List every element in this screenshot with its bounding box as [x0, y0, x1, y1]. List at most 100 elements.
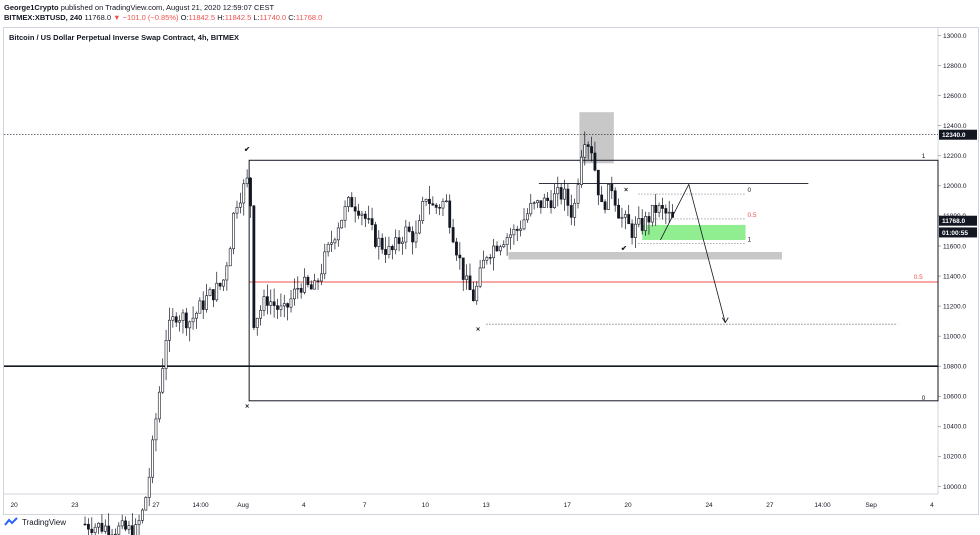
candle-body [566, 188, 570, 206]
candle [93, 523, 97, 535]
candle-body [580, 156, 583, 185]
candle [276, 298, 279, 320]
candle-body [519, 228, 523, 231]
x-tick-label: 7 [363, 502, 367, 509]
candle-body [417, 220, 421, 234]
y-tick-label: 13000.0 [943, 33, 967, 40]
price-change: −101.0 (−0.85%) [122, 13, 179, 22]
candle-body [522, 219, 526, 230]
candle-body [492, 245, 496, 259]
candle [309, 280, 313, 290]
candle [620, 207, 624, 228]
candle [650, 204, 654, 227]
candle-body [171, 316, 175, 321]
candle [661, 197, 664, 220]
candle [259, 305, 263, 326]
candle-body [279, 305, 283, 310]
candle [394, 229, 398, 255]
candle [573, 198, 577, 226]
candle [465, 264, 469, 290]
candle [448, 194, 452, 234]
candle-body [401, 241, 404, 244]
candle [313, 273, 317, 290]
candle-body [228, 248, 232, 267]
candle [134, 518, 138, 535]
y-tick-label: 10200.0 [943, 454, 967, 461]
candle [580, 150, 583, 188]
candle [654, 194, 658, 226]
candle-body [292, 288, 296, 300]
candle [286, 302, 290, 321]
y-tick-label: 11200.0 [943, 303, 966, 310]
candle-body [458, 254, 462, 259]
candle-body [161, 368, 165, 393]
symbol-name[interactable]: BITMEX:XBTUSD, 240 [4, 13, 83, 22]
candle-body [374, 224, 377, 247]
candle-body [532, 202, 536, 204]
x-tick-label: 14:00 [814, 502, 831, 509]
candle-body [603, 201, 607, 210]
candle-body [333, 239, 337, 244]
candle-body [664, 208, 668, 214]
candle [360, 210, 364, 226]
candle [103, 519, 107, 534]
candle [147, 467, 151, 507]
x-tick-label: Sep [865, 502, 877, 509]
candle-body [205, 295, 209, 310]
candle-body [505, 237, 509, 246]
candle [181, 309, 185, 334]
candle [100, 514, 104, 534]
candle-body [154, 418, 158, 441]
candle-body [610, 184, 614, 192]
candle [559, 183, 563, 205]
open-label: O: [180, 13, 189, 22]
candle-body [617, 204, 620, 219]
candle [536, 199, 539, 209]
candle [509, 227, 512, 250]
candle [657, 202, 661, 218]
candle-body [309, 284, 313, 290]
candle-body [488, 257, 492, 259]
candle [184, 308, 188, 336]
author-name[interactable]: George1Crypto [4, 3, 59, 12]
candle [630, 219, 634, 245]
candle [401, 236, 404, 255]
candle-body [512, 228, 516, 236]
candle-body [502, 244, 506, 248]
close-value: 11768.0 [295, 13, 323, 22]
candle-body [475, 285, 479, 302]
candle [512, 224, 516, 245]
fib-level-label: 0.5 [914, 274, 923, 281]
candle [593, 141, 597, 172]
candle [107, 513, 111, 535]
candle-body [242, 183, 246, 204]
candle [590, 136, 593, 162]
tradingview-brand[interactable]: TradingView [22, 517, 67, 527]
candle-body [134, 524, 138, 535]
candle-body [620, 216, 624, 219]
last-price: 11768.0 [84, 13, 112, 22]
candle-body [478, 267, 482, 287]
candle-body [326, 244, 330, 253]
candle [492, 238, 496, 271]
candle [546, 192, 550, 209]
candle-body [100, 522, 104, 532]
candle [529, 193, 533, 217]
candle [458, 242, 462, 270]
candle-body [607, 184, 610, 210]
candle [384, 236, 387, 263]
candle-body [428, 198, 431, 204]
candle-body [556, 187, 560, 195]
candle-body [83, 523, 87, 526]
candle-body [549, 200, 553, 209]
x-tick-label: 27 [152, 502, 160, 509]
chart-frame[interactable] [3, 27, 979, 515]
candle-body [320, 273, 323, 282]
high-label: H: [217, 13, 225, 22]
x-tick-label: 17 [564, 502, 572, 509]
candle [363, 210, 367, 228]
candle [576, 178, 580, 209]
candle-body [590, 146, 593, 154]
candle [482, 250, 485, 269]
